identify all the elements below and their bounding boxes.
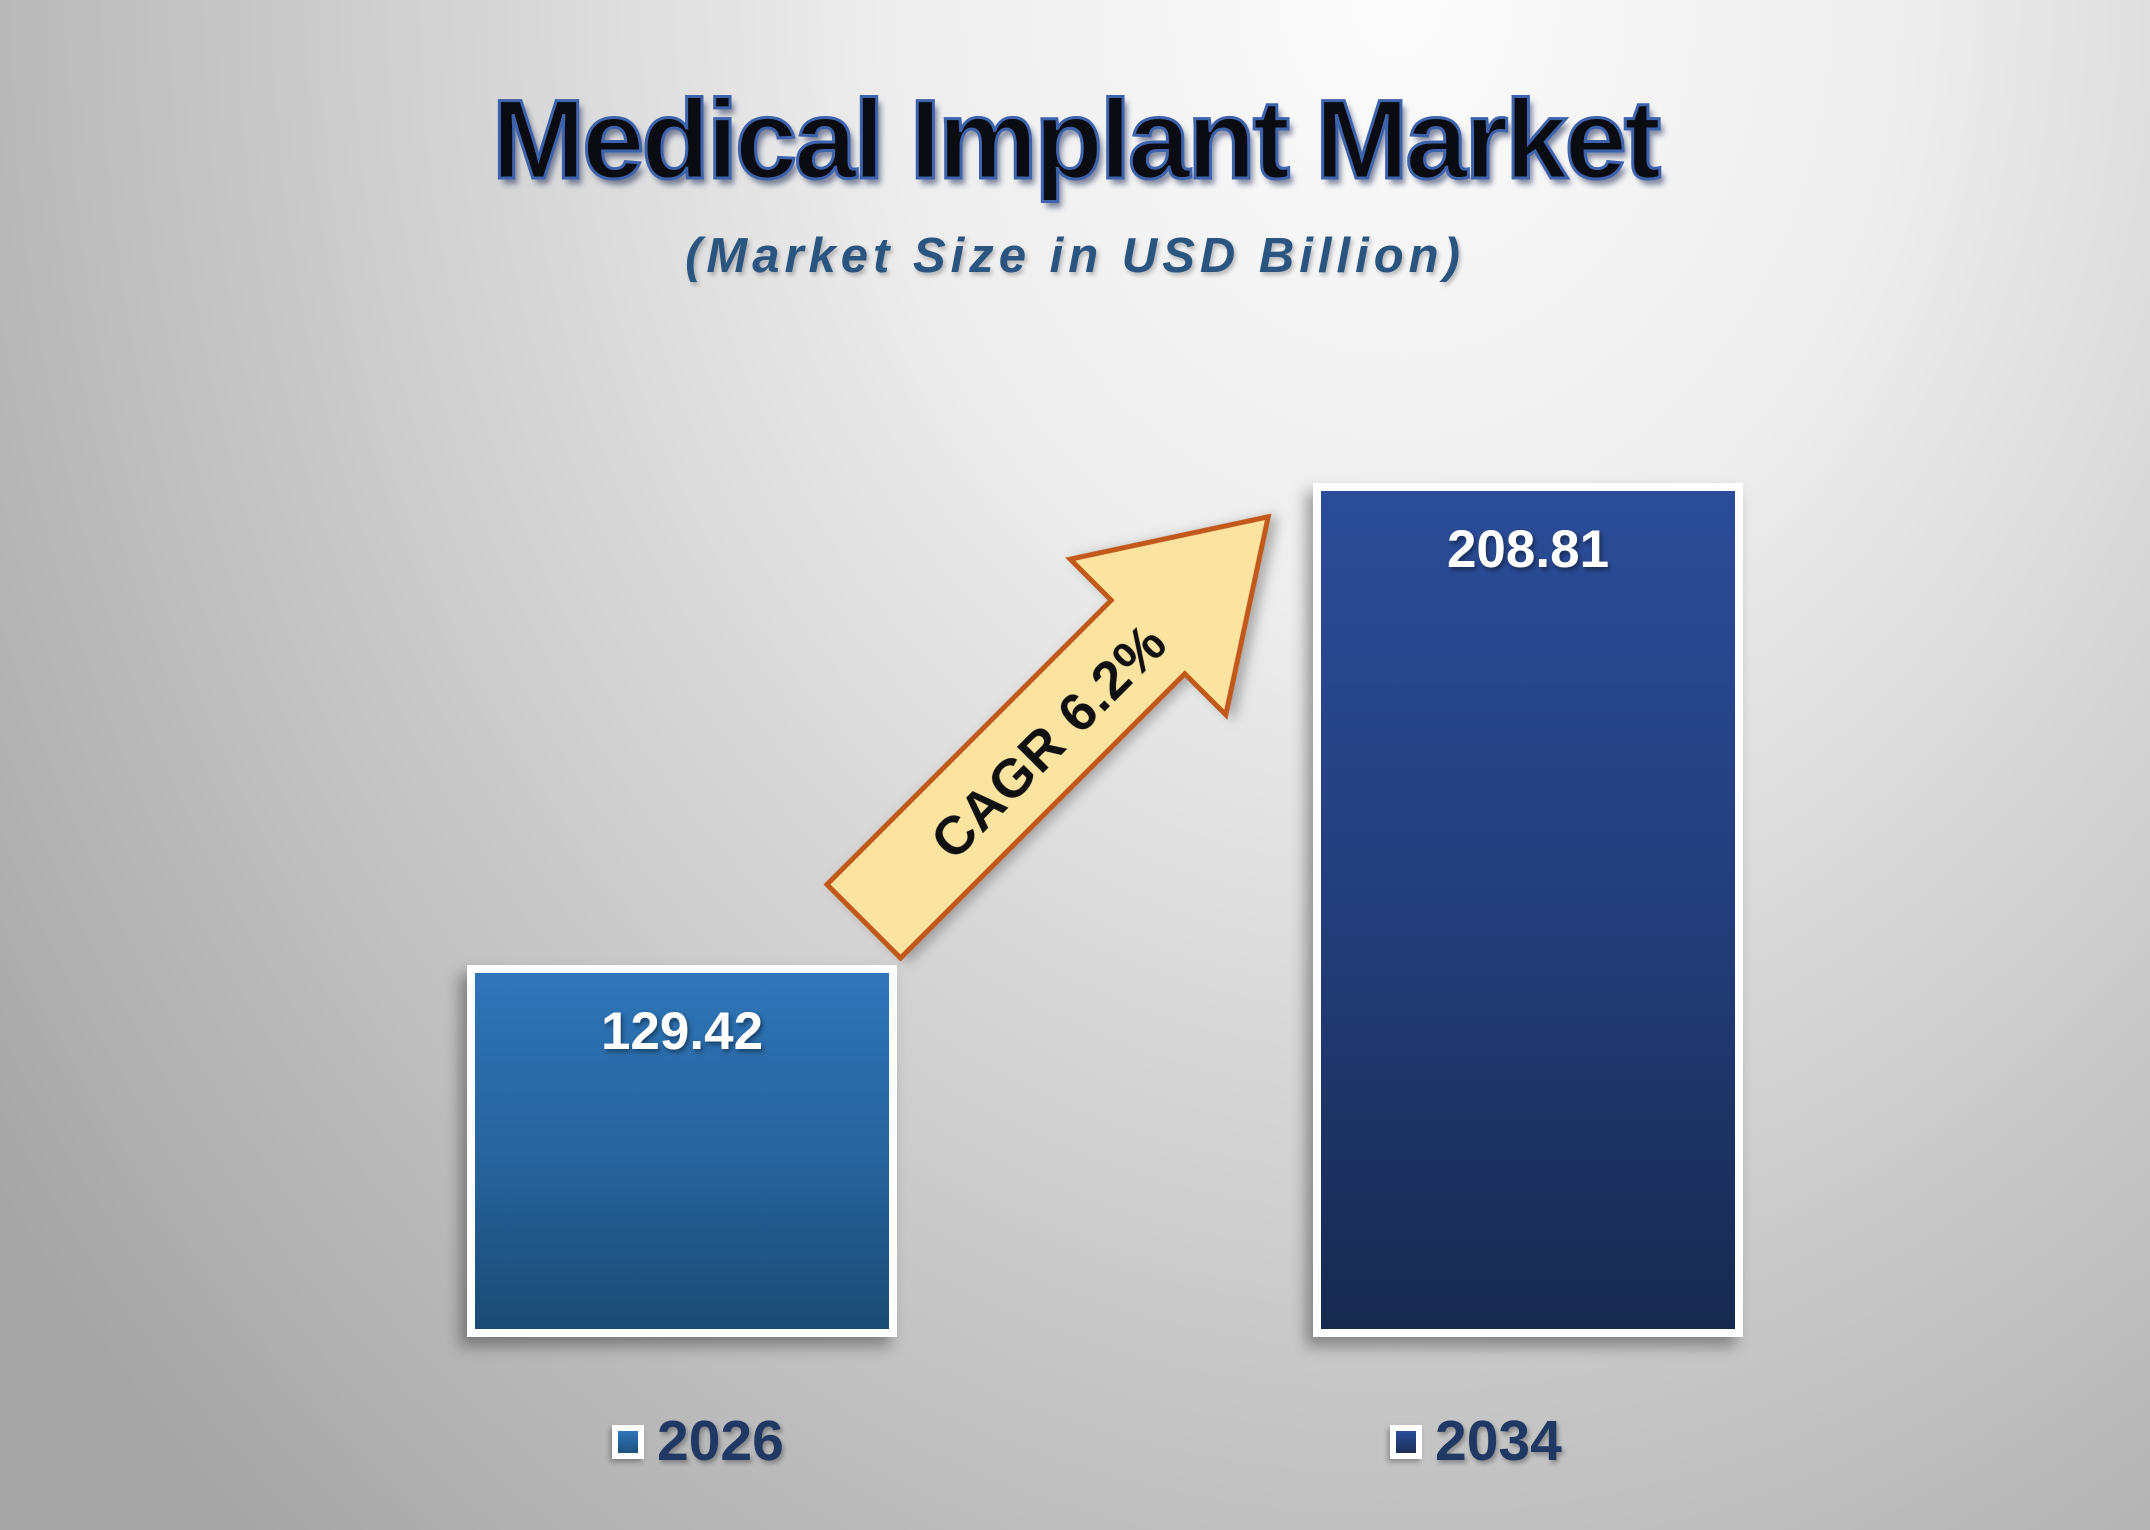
- chart-title: Medical Implant Market: [490, 77, 1662, 202]
- cagr-growth-arrow: CAGR 6.2%: [776, 429, 1356, 1009]
- arrow-shape: [823, 513, 1272, 962]
- bar-2026: 129.42: [467, 965, 897, 1337]
- bar-value-2026: 129.42: [600, 1002, 764, 1061]
- cagr-label: CAGR 6.2%: [920, 612, 1179, 871]
- bar-value-2034: 208.81: [1446, 520, 1610, 579]
- up-right-arrow-icon: CAGR 6.2%: [823, 513, 1272, 962]
- legend-swatch-2034: [1390, 1424, 1422, 1459]
- legend-label-2034: 2034: [1435, 1409, 1562, 1473]
- bar-2034: 208.81: [1313, 483, 1743, 1337]
- legend-swatch-2026: [612, 1424, 644, 1459]
- chart-subtitle: (Market Size in USD Billion): [685, 229, 1465, 283]
- legend-item-2034: 2034: [1390, 1413, 1562, 1470]
- legend-item-2026: 2026: [612, 1413, 784, 1470]
- legend-label-2026: 2026: [657, 1409, 784, 1473]
